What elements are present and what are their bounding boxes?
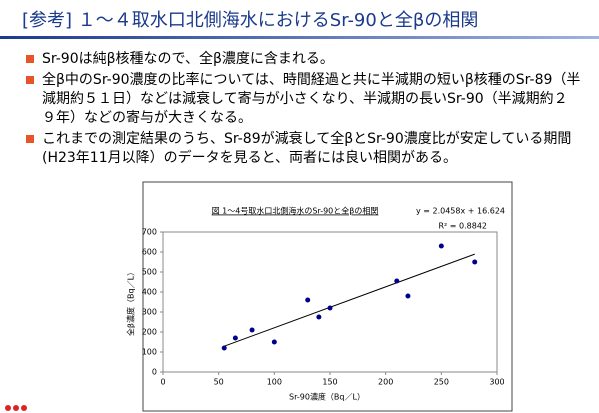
logo-dot (5, 405, 11, 411)
y-tick-label: 500 (142, 268, 157, 277)
logo-dot (13, 405, 19, 411)
title-rule (0, 36, 599, 39)
x-tick-label: 150 (322, 378, 337, 387)
y-tick-label: 300 (142, 308, 157, 317)
r-squared: R² = 0.8842 (438, 222, 487, 231)
bullet: Sr-90は純β核種なので、全β濃度に含まれる。 (26, 50, 581, 69)
y-tick-label: 200 (142, 328, 157, 337)
bullet-list: Sr-90は純β核種なので、全β濃度に含まれる。 全β中のSr-90濃度の比率に… (26, 50, 581, 170)
y-tick-label: 100 (142, 348, 157, 357)
point (232, 335, 238, 341)
y-tick-label: 400 (142, 288, 157, 297)
x-tick-label: 0 (160, 378, 165, 387)
chart-frame (142, 181, 513, 412)
y-tick-label: 600 (142, 248, 157, 257)
point (405, 293, 411, 299)
point (472, 259, 478, 265)
slide-title: [参考] １～４取水口北側海水におけるSr-90と全βの相関 (22, 10, 479, 31)
chart-title: 図 1～4号取水口北側海水のSr-90と全βの相関 (212, 206, 379, 216)
bullet: 全β中のSr-90濃度の比率については、時間経過と共に半減期の短いβ核種のSr-… (26, 71, 581, 128)
x-tick-label: 300 (489, 378, 504, 387)
bullet: これまでの測定結果のうち、Sr-89が減衰して全βとSr-90濃度比が安定してい… (26, 130, 581, 168)
point (249, 327, 255, 333)
x-tick-label: 50 (214, 378, 224, 387)
x-tick-label: 100 (267, 378, 282, 387)
x-tick-label: 200 (378, 378, 393, 387)
point (316, 314, 322, 320)
y-tick-label: 0 (152, 368, 157, 377)
point (305, 297, 311, 303)
point (438, 243, 444, 249)
x-tick-label: 250 (434, 378, 449, 387)
logo-dot (21, 405, 27, 411)
x-axis-label: Sr-90濃度（Bq／L） (289, 392, 365, 402)
point (221, 345, 227, 351)
point (327, 305, 333, 311)
equation: y = 2.0458x + 16.624 (416, 207, 505, 216)
point (271, 339, 277, 345)
trendline (224, 253, 475, 347)
y-axis-label: 全β濃度（Bq／L） (126, 268, 136, 336)
y-tick-label: 700 (142, 228, 157, 237)
point (394, 278, 400, 284)
